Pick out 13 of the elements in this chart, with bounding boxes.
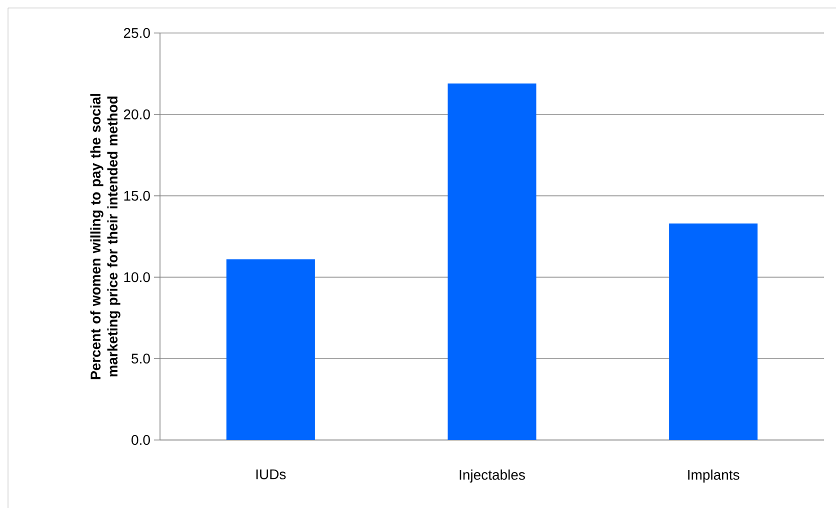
y-tick-label: 25.0 <box>124 28 150 38</box>
bar <box>669 223 758 440</box>
bar <box>226 259 315 440</box>
y-axis-title: Percent of women willing to pay the social marketing price for their intended method <box>90 94 120 380</box>
y-tick-label: 0.0 <box>132 435 150 445</box>
x-tick-label: Injectables <box>460 470 525 483</box>
x-tick-label: Implants <box>688 470 740 483</box>
bar <box>448 83 536 440</box>
x-tick-label: IUDs <box>256 470 286 480</box>
y-tick-label: 20.0 <box>124 109 150 120</box>
y-tick-label: 15.0 <box>124 190 150 201</box>
y-tick-label: 5.0 <box>132 354 150 364</box>
y-tick-label: 10.0 <box>124 272 150 282</box>
